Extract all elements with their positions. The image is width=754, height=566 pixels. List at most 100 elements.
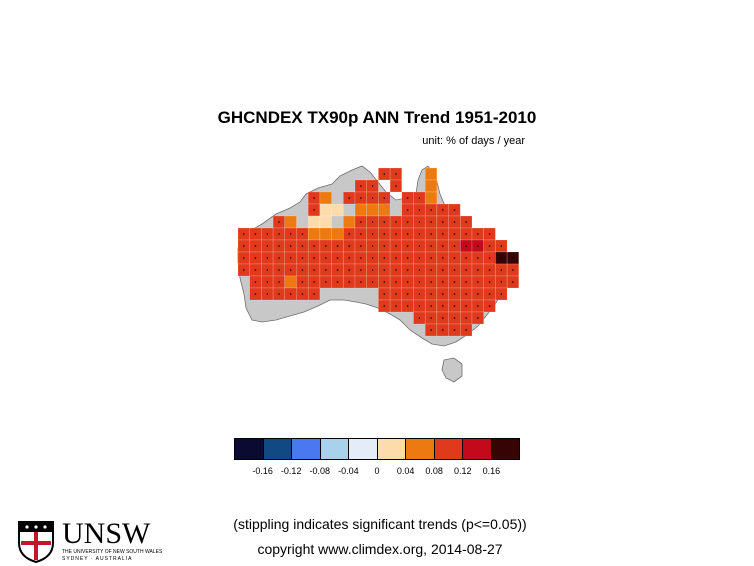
stipple-dot bbox=[465, 317, 467, 319]
stipple-dot bbox=[371, 197, 374, 199]
stipple-dot bbox=[383, 233, 386, 235]
stipple-dot bbox=[488, 257, 491, 259]
stipple-dot bbox=[348, 269, 351, 271]
stipple-dot bbox=[254, 257, 257, 259]
grid-cell bbox=[319, 203, 332, 217]
stipple-dot bbox=[430, 257, 432, 259]
legend-swatch bbox=[320, 439, 349, 459]
grid-cell bbox=[424, 179, 438, 193]
stipple-dot bbox=[477, 233, 479, 235]
stipple-dot bbox=[313, 293, 315, 295]
legend-swatch bbox=[263, 439, 292, 459]
stipple-dot bbox=[430, 329, 432, 331]
tasmania-outline bbox=[441, 357, 463, 383]
stipple-dot bbox=[289, 293, 292, 295]
stipple-dot bbox=[254, 245, 257, 247]
stipple-dot bbox=[313, 197, 315, 199]
stipple-dot bbox=[254, 233, 257, 235]
stipple-dot bbox=[348, 257, 351, 259]
stipple-dot bbox=[371, 245, 374, 247]
stipple-dot bbox=[406, 197, 409, 199]
stipple-dot bbox=[395, 185, 397, 187]
legend-swatch bbox=[292, 439, 321, 459]
stipple-dot bbox=[360, 233, 362, 235]
stipple-dot bbox=[465, 245, 467, 247]
stipple-dot bbox=[395, 305, 397, 307]
stipple-dot bbox=[430, 245, 432, 247]
legend-tick-label: 0.16 bbox=[482, 466, 501, 476]
stipple-dot bbox=[418, 305, 421, 307]
stipple-dot bbox=[313, 245, 315, 247]
legend-swatch bbox=[406, 439, 435, 459]
stipple-dot bbox=[418, 233, 421, 235]
stipple-dot bbox=[430, 209, 432, 211]
stipple-dot bbox=[453, 329, 456, 331]
stipple-dot bbox=[266, 233, 269, 235]
stipple-dot bbox=[395, 245, 397, 247]
stipple-dot bbox=[442, 221, 444, 223]
unsw-wordmark: UNSW bbox=[62, 517, 151, 550]
stipple-dot bbox=[406, 293, 409, 295]
stipple-dot bbox=[477, 317, 479, 319]
stipple-dot bbox=[301, 233, 304, 235]
legend-colorbar bbox=[234, 438, 520, 460]
stipple-dot bbox=[325, 257, 327, 259]
stipple-dot bbox=[301, 293, 304, 295]
legend-tick-label: -0.08 bbox=[309, 466, 331, 476]
stipple-dot bbox=[442, 305, 444, 307]
stipple-dot bbox=[348, 245, 351, 247]
stipple-dot bbox=[453, 221, 456, 223]
stipple-dot bbox=[278, 233, 280, 235]
stipple-dot bbox=[500, 269, 503, 271]
stipple-dot bbox=[418, 293, 421, 295]
stipple-dot bbox=[360, 197, 362, 199]
grid-cell bbox=[354, 203, 367, 217]
stipple-dot bbox=[266, 293, 269, 295]
stipple-dot bbox=[477, 293, 479, 295]
legend-swatch bbox=[434, 439, 463, 459]
stipple-dot bbox=[442, 281, 444, 283]
stipple-dot bbox=[383, 257, 386, 259]
legend-tick-label: 0.04 bbox=[396, 466, 415, 476]
stipple-dot bbox=[453, 209, 456, 211]
stipple-dot bbox=[488, 233, 491, 235]
stipple-dot bbox=[371, 221, 374, 223]
stipple-dot bbox=[453, 305, 456, 307]
stipple-dot bbox=[488, 245, 491, 247]
stipple-dot bbox=[371, 257, 374, 259]
stipple-dot bbox=[278, 269, 280, 271]
stipple-dot bbox=[336, 257, 339, 259]
map-title: GHCNDEX TX90p ANN Trend 1951-2010 bbox=[217, 108, 537, 127]
stipple-dot bbox=[243, 269, 245, 271]
stipple-dot bbox=[465, 221, 467, 223]
stipple-dot bbox=[395, 221, 397, 223]
stipple-dot bbox=[465, 329, 467, 331]
stipple-dot bbox=[254, 269, 257, 271]
stipple-dot bbox=[430, 221, 432, 223]
stipple-dot bbox=[418, 197, 421, 199]
stipple-dot bbox=[371, 185, 374, 187]
legend-tick-label: 0.08 bbox=[425, 466, 443, 476]
stipple-dot bbox=[465, 257, 467, 259]
stipple-dot bbox=[406, 233, 409, 235]
stipple-dot bbox=[442, 233, 444, 235]
grid-cell bbox=[424, 191, 438, 205]
stipple-dot bbox=[453, 317, 456, 319]
stipple-dot bbox=[442, 293, 444, 295]
stipple-dot bbox=[442, 269, 444, 271]
grid-cell bbox=[284, 215, 297, 229]
stipple-dot bbox=[430, 305, 432, 307]
stipple-dot bbox=[278, 293, 280, 295]
stipple-dot bbox=[254, 293, 257, 295]
legend-tick-label: -0.16 bbox=[252, 466, 273, 476]
stipple-dot bbox=[266, 245, 269, 247]
stipple-dot bbox=[430, 233, 432, 235]
stipple-dot bbox=[383, 221, 386, 223]
stipple-dot bbox=[395, 281, 397, 283]
grid-cell bbox=[319, 227, 332, 241]
stipple-dot bbox=[360, 269, 362, 271]
stipple-dot bbox=[336, 245, 339, 247]
stipple-dot bbox=[453, 257, 456, 259]
legend-tick-labels: -0.16 -0.12 -0.08 -0.04 0 0.04 0.08 0.12 0.16 bbox=[0, 466, 754, 480]
stipple-dot bbox=[477, 269, 479, 271]
